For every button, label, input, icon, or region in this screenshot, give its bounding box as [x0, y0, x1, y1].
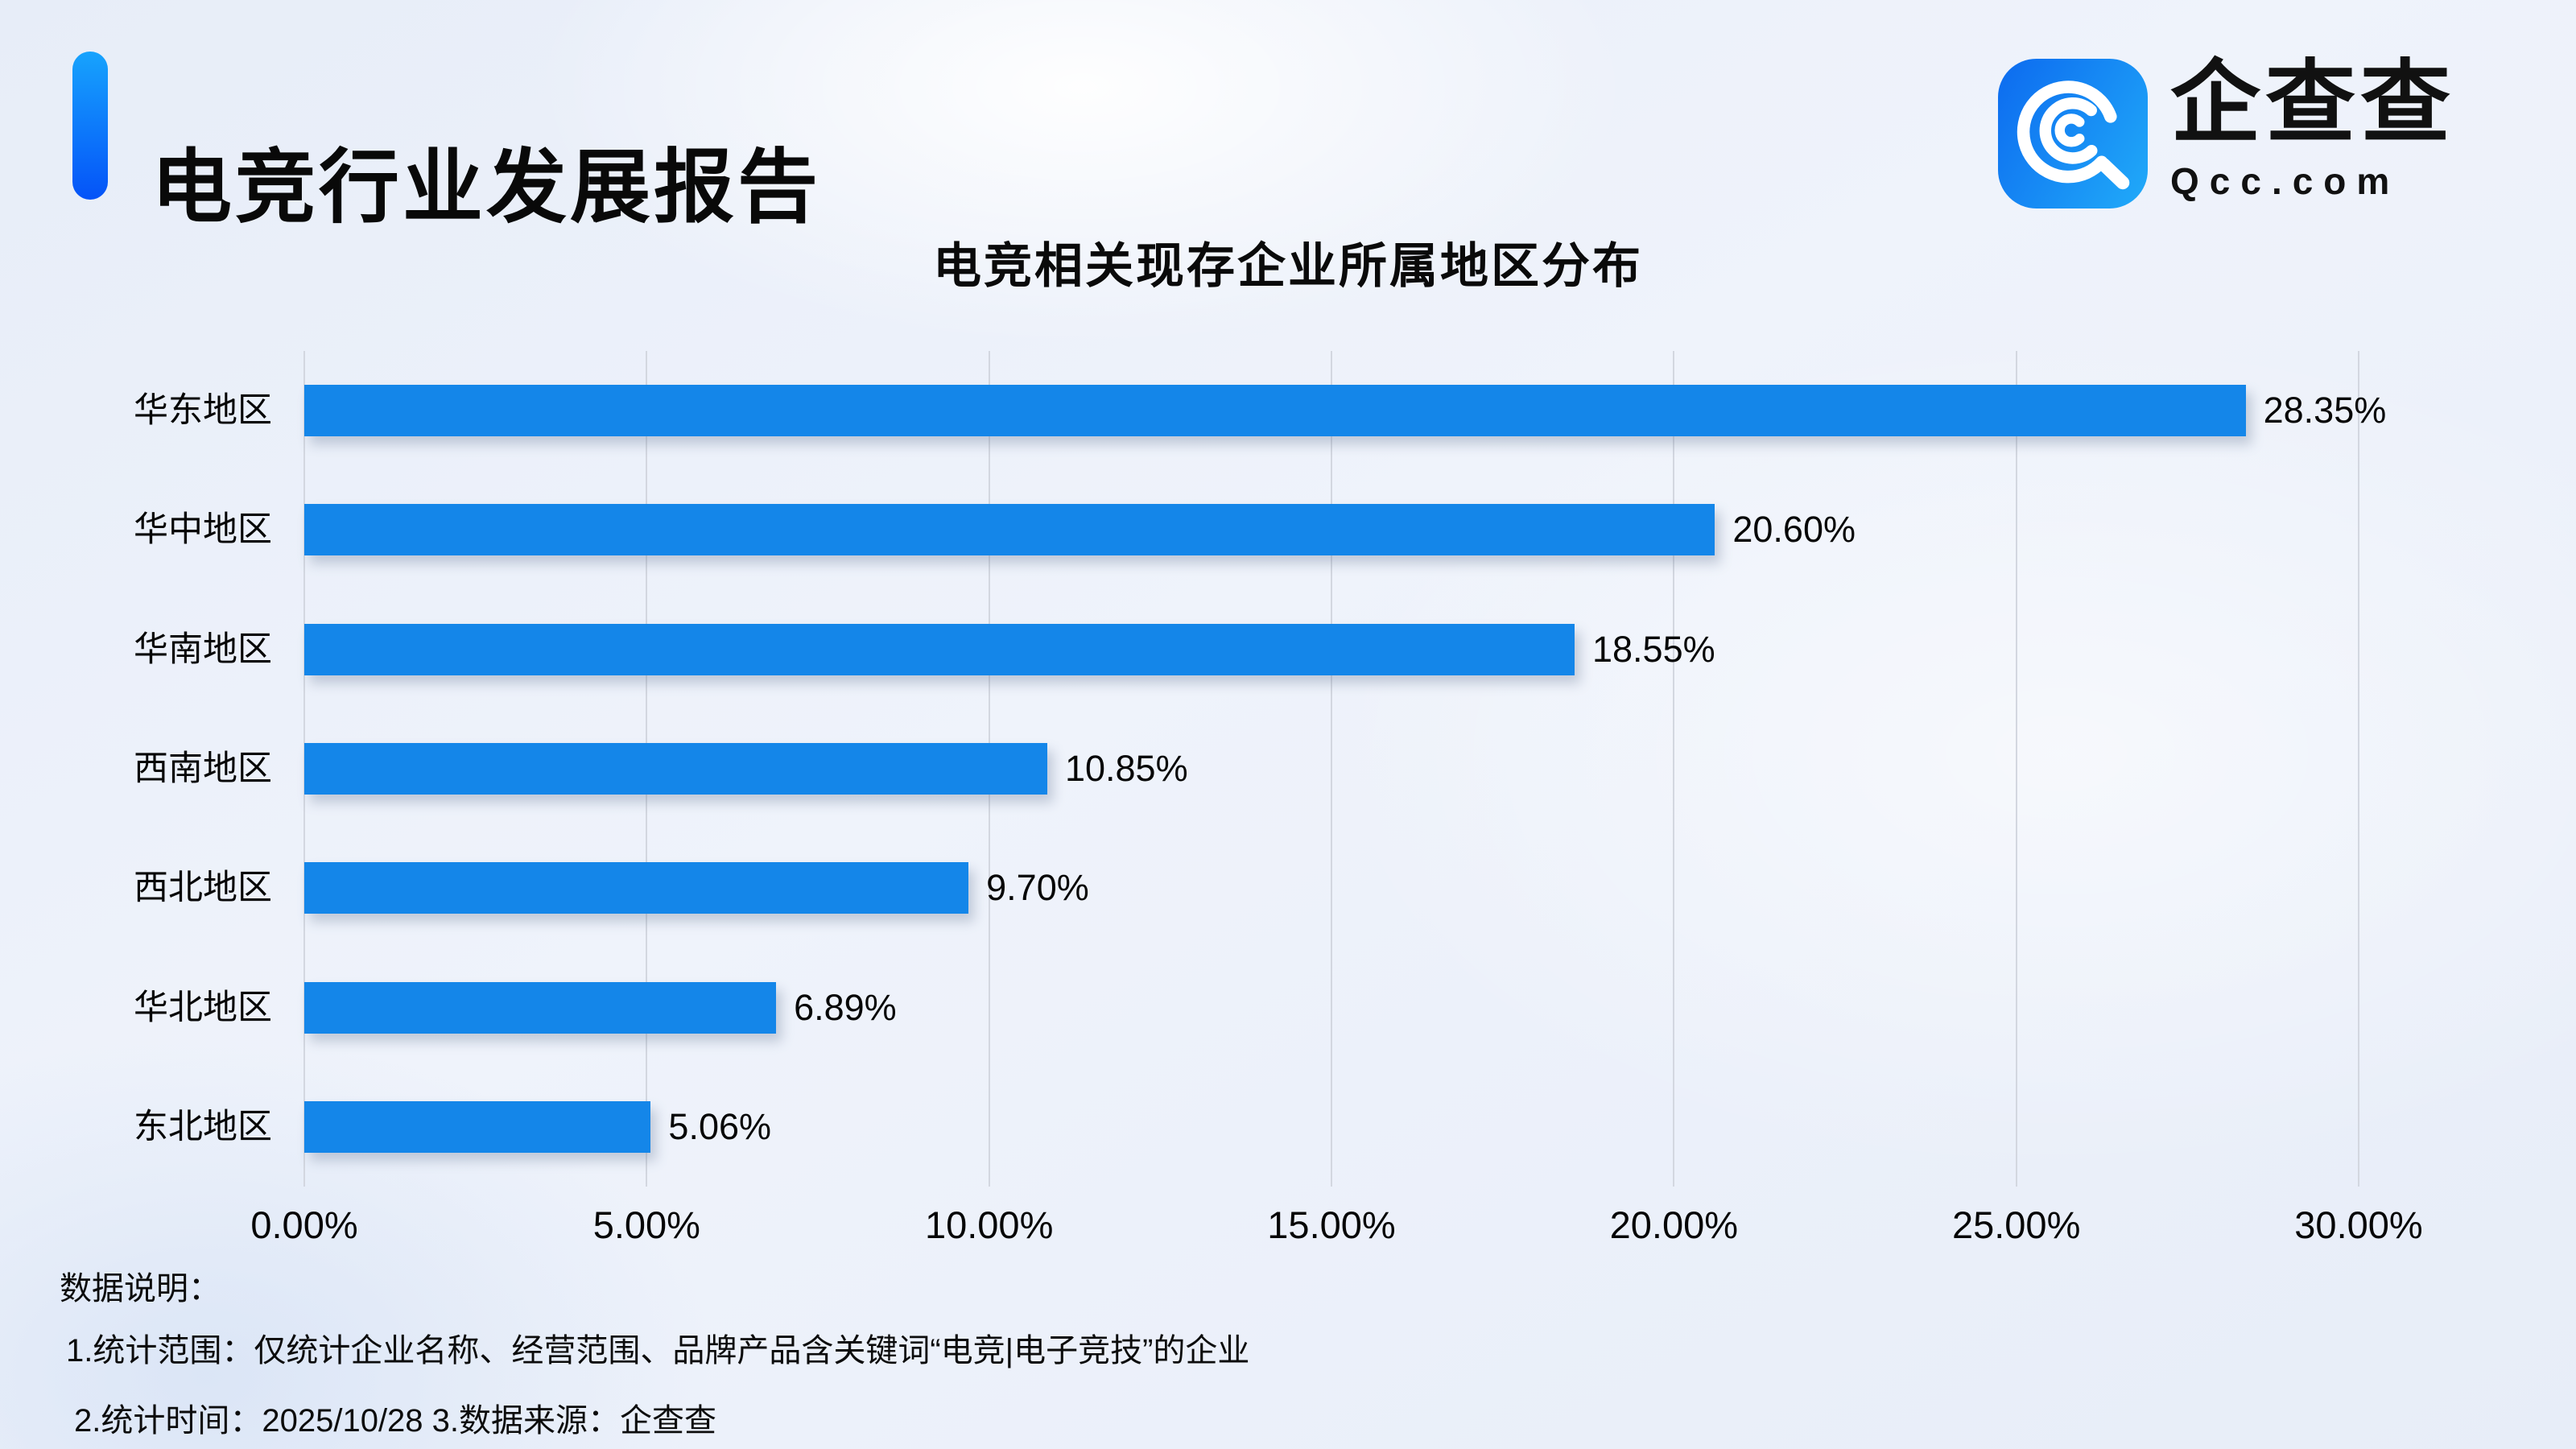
category-label: 西南地区	[134, 749, 272, 788]
x-axis-tick-label: 0.00%	[250, 1203, 358, 1246]
bar-value-label: 28.35%	[2263, 390, 2387, 431]
bar	[304, 504, 1715, 556]
category-label: 华东地区	[134, 391, 272, 431]
gridline	[1331, 351, 1332, 1187]
bar-value-label: 18.55%	[1591, 628, 1715, 670]
category-label: 西北地区	[134, 869, 272, 908]
notes-heading: 数据说明：	[60, 1271, 221, 1307]
bar-value-label: 10.85%	[1064, 748, 1188, 789]
x-axis-tick-label: 30.00%	[2294, 1203, 2423, 1246]
gridline	[1673, 351, 1675, 1187]
chart-title: 电竞相关现存企业所属地区分布	[933, 239, 1643, 293]
logo-domain: Qcc.com	[2170, 160, 2401, 202]
title-accent-bar	[72, 52, 108, 200]
bar-value-label: 20.60%	[1732, 509, 1856, 551]
bar	[304, 623, 1575, 675]
category-label: 华南地区	[134, 630, 272, 669]
bar	[304, 981, 777, 1034]
logo-brand-name: 企查查	[2170, 52, 2455, 153]
category-label: 东北地区	[134, 1107, 272, 1146]
bar	[304, 862, 969, 914]
bar-value-label: 5.06%	[668, 1105, 772, 1147]
x-axis-tick-label: 25.00%	[1951, 1203, 2081, 1246]
x-axis-tick-label: 5.00%	[592, 1203, 700, 1246]
bar-value-label: 6.89%	[794, 986, 897, 1028]
bar-value-label: 9.70%	[986, 867, 1089, 909]
page-title: 电竞行业发展报告	[151, 142, 821, 233]
x-axis-tick-label: 20.00%	[1609, 1203, 1739, 1246]
logo-text-block: 企查查 Qcc.com	[2170, 58, 2455, 203]
qcc-magnifier-icon	[1998, 59, 2148, 208]
bar	[304, 743, 1047, 795]
gridline	[2015, 351, 2017, 1187]
x-axis-tick-label: 15.00%	[1267, 1203, 1396, 1246]
bar	[304, 385, 2246, 437]
category-label: 华北地区	[134, 988, 272, 1027]
notes-scope-line: 1.统计范围：仅统计企业名称、经营范围、品牌产品含关键词“电竞|电子竞技”的企业	[66, 1333, 1250, 1368]
bar	[304, 1100, 651, 1153]
x-axis-tick-label: 10.00%	[924, 1203, 1054, 1246]
qcc-logo: 企查查 Qcc.com	[1998, 58, 2455, 209]
notes-date-source-line: 2.统计时间：2025/10/28 3.数据来源：企查查	[74, 1403, 717, 1439]
gridline	[2358, 351, 2359, 1187]
category-label: 华中地区	[134, 510, 272, 550]
